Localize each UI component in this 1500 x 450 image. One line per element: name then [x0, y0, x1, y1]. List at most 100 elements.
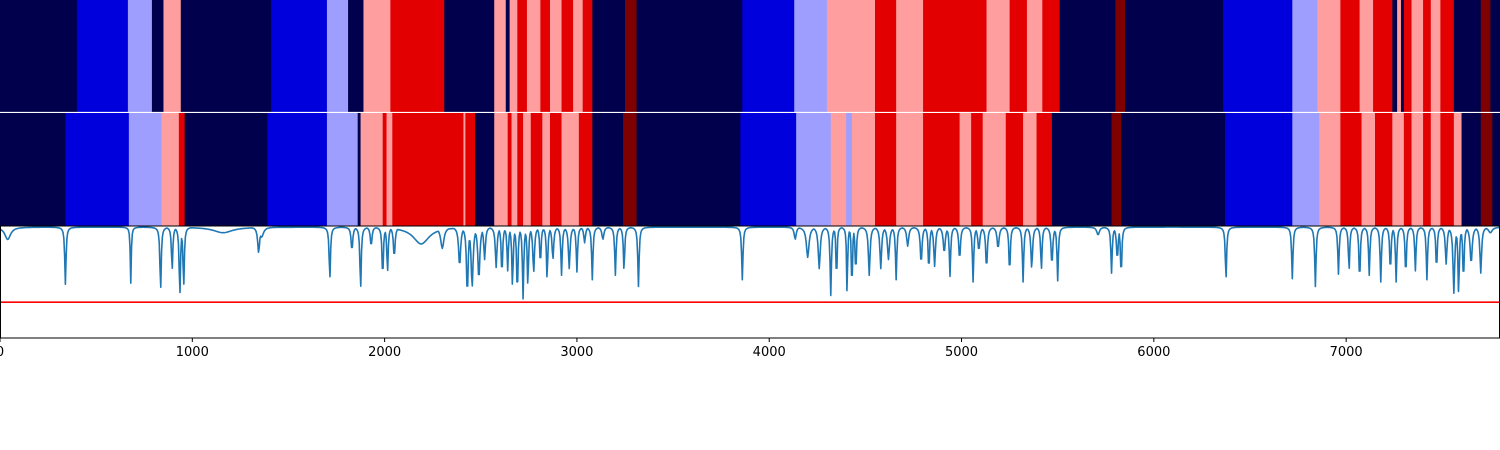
- bottom-track-segment-18: [511, 113, 518, 226]
- top-track-segment-35: [1059, 0, 1116, 112]
- top-track-segment-29: [896, 0, 924, 112]
- top-track-segment-26: [794, 0, 828, 112]
- bottom-track-segment-15: [475, 113, 495, 226]
- top-track-segment-24: [636, 0, 743, 112]
- top-track-segment-23: [625, 0, 637, 112]
- top-track-segment-36: [1115, 0, 1126, 112]
- top-track-segment-45: [1397, 0, 1402, 112]
- top-track-segment-43: [1373, 0, 1393, 112]
- bottom-track-segment-37: [959, 113, 972, 226]
- top-track-segment-6: [271, 0, 328, 112]
- x-tick-label-4000: 4000: [753, 345, 786, 360]
- top-track-segment-37: [1125, 0, 1224, 112]
- x-tick-label-0: 0: [0, 345, 4, 360]
- top-track-segment-11: [444, 0, 495, 112]
- top-track-segment-12: [494, 0, 507, 112]
- top-track-segment-34: [1042, 0, 1061, 112]
- bottom-track-segment-61: [1492, 113, 1500, 226]
- bottom-track-segment-31: [830, 113, 847, 226]
- top-track-segment-20: [573, 0, 584, 112]
- top-track-segment-52: [1453, 0, 1482, 112]
- top-track-segment-2: [127, 0, 153, 112]
- bottom-track-segment-26: [592, 113, 624, 226]
- top-track-segment-13: [505, 0, 511, 112]
- bottom-track-segment-35: [896, 113, 924, 226]
- top-track-segment-54: [1490, 0, 1500, 112]
- top-track-segment-44: [1392, 0, 1398, 112]
- bottom-track-segment-36: [923, 113, 961, 226]
- top-track-segment-41: [1340, 0, 1361, 112]
- top-track-segment-27: [826, 0, 876, 112]
- top-track-segment-28: [875, 0, 897, 112]
- bottom-track-segment-59: [1461, 113, 1482, 226]
- x-axis: 0 1000 2000 3000 4000 5000 6000 7000: [0, 338, 1363, 360]
- bottom-track-segment-23: [550, 113, 562, 226]
- bottom-track-segment-55: [1423, 113, 1432, 226]
- bottom-track-segment-53: [1403, 113, 1412, 226]
- top-track-segment-16: [526, 0, 541, 112]
- top-track-segment-51: [1440, 0, 1455, 112]
- top-track-segment-40: [1317, 0, 1341, 112]
- bottom-track-segment-8: [357, 113, 361, 226]
- top-track-segment-50: [1430, 0, 1441, 112]
- x-tick-label-3000: 3000: [560, 345, 593, 360]
- top-track-segment-15: [517, 0, 528, 112]
- x-tick-label-1000: 1000: [176, 345, 209, 360]
- bottom-track-segment-10: [382, 113, 387, 226]
- bottom-track-segment-34: [875, 113, 897, 226]
- bottom-track-segment-12: [392, 113, 464, 226]
- bottom-track-segment-3: [161, 113, 180, 226]
- signal-panel: [0, 225, 1500, 339]
- top-track-segment-14: [509, 0, 518, 112]
- bottom-track-segment-1: [65, 113, 130, 226]
- bottom-track-segment-29: [740, 113, 797, 226]
- top-track-segment-25: [742, 0, 795, 112]
- bottom-track-segment-56: [1430, 113, 1441, 226]
- bottom-track-segment-6: [267, 113, 328, 226]
- top-track-segment-38: [1223, 0, 1293, 112]
- bottom-track-segment-54: [1411, 113, 1424, 226]
- bottom-track-segment-25: [578, 113, 593, 226]
- top-track-segment-33: [1026, 0, 1043, 112]
- bottom-track-segment-27: [623, 113, 637, 226]
- top-track-segment-5: [180, 0, 272, 112]
- top-track-segment-31: [986, 0, 1011, 112]
- top-track-segment-7: [326, 0, 349, 112]
- bottom-track-segment-58: [1453, 113, 1462, 226]
- bottom-track-segment-52: [1392, 113, 1405, 226]
- bottom-track-segment-30: [796, 113, 832, 226]
- bottom-track-segment-22: [542, 113, 551, 226]
- bottom-track-segment-13: [463, 113, 466, 226]
- x-tick-label-5000: 5000: [945, 345, 978, 360]
- top-track-segment-22: [592, 0, 626, 112]
- bottom-track-segment-41: [1023, 113, 1037, 226]
- bottom-track-segment-47: [1292, 113, 1320, 226]
- bottom-track-segment-50: [1361, 113, 1376, 226]
- bottom-track-segment-17: [507, 113, 512, 226]
- top-track-segment-1: [76, 0, 129, 112]
- bottom-track-segment-21: [530, 113, 543, 226]
- x-tick-label-2000: 2000: [368, 345, 401, 360]
- bottom-track-segment-20: [523, 113, 532, 226]
- x-tick-label-7000: 7000: [1330, 345, 1363, 360]
- x-tick-label-6000: 6000: [1137, 345, 1170, 360]
- bottom-track-segment-2: [128, 113, 162, 226]
- bottom-track-segment-24: [561, 113, 580, 226]
- bottom-track-segment-40: [1005, 113, 1024, 226]
- bottom-track-segment-16: [494, 113, 509, 226]
- top-track-segment-21: [582, 0, 593, 112]
- bottom-track-segment-19: [517, 113, 524, 226]
- bottom-track-segment-45: [1121, 113, 1226, 226]
- bottom-track-segment-39: [982, 113, 1007, 226]
- bottom-track-segment-49: [1340, 113, 1362, 226]
- top-track-segment-47: [1403, 0, 1412, 112]
- signal-line: [0, 226, 1500, 300]
- top-track-segment-10: [390, 0, 445, 112]
- bottom-track-segment-5: [184, 113, 268, 226]
- bottom-track-segment-32: [846, 113, 853, 226]
- top-track-segment-46: [1400, 0, 1405, 112]
- top-track-segment-32: [1009, 0, 1028, 112]
- bottom-track-segment-14: [465, 113, 476, 226]
- bottom-track-segment-33: [851, 113, 876, 226]
